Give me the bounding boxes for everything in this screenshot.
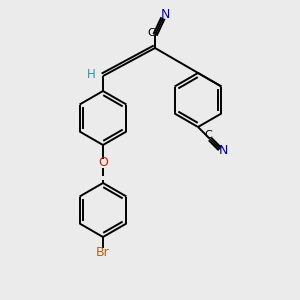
Text: C: C <box>204 130 212 140</box>
Text: C: C <box>147 28 155 38</box>
Text: H: H <box>87 68 95 80</box>
Text: N: N <box>218 145 228 158</box>
Text: O: O <box>98 157 108 169</box>
Text: Br: Br <box>96 247 110 260</box>
Text: N: N <box>160 8 170 22</box>
